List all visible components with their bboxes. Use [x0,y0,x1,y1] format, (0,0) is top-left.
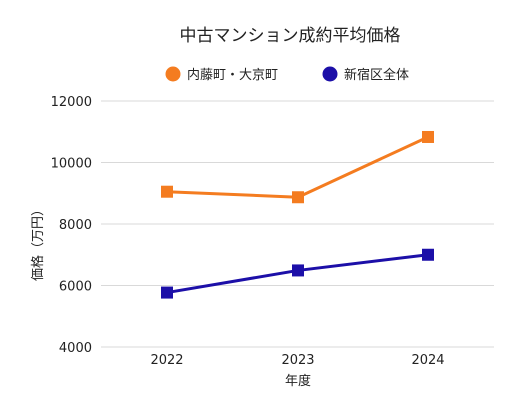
x-axis-ticks: 2022 2023 2024 [150,353,444,368]
gridlines [101,100,494,348]
y-axis-ticks: 4000 6000 8000 10000 12000 [51,95,92,356]
y-tick-label: 6000 [59,280,92,295]
data-point-series-2-2024 [422,248,434,261]
series-line-1 [166,135,429,199]
x-tick-label: 2024 [411,353,444,368]
y-tick-label: 8000 [59,218,92,233]
data-point-series-2-2022 [161,286,173,299]
x-tick-label: 2023 [281,353,314,368]
y-tick-label: 4000 [59,341,92,356]
data-point-series-2-2023 [292,264,304,277]
x-axis-label: 年度 [285,373,311,389]
y-tick-label: 10000 [51,157,92,172]
legend-label-series-2: 新宿区全体 [344,67,409,83]
y-tick-label: 12000 [51,95,92,110]
x-tick-label: 2022 [150,353,183,368]
data-point-series-1-2023 [292,191,304,204]
legend: 内藤町・大京町 新宿区全体 [165,66,409,83]
legend-item-series-2: 新宿区全体 [322,66,409,83]
data-point-series-1-2024 [422,130,434,143]
legend-label-series-1: 内藤町・大京町 [187,67,278,83]
y-axis-label: 価格（万円） [30,203,46,281]
legend-marker-series-2 [322,66,338,82]
plot-area [161,130,434,299]
chart-title: 中古マンション成約平均価格 [180,26,401,46]
legend-item-series-1: 内藤町・大京町 [165,66,278,83]
legend-marker-series-1 [165,66,181,82]
data-point-series-1-2022 [161,185,173,198]
